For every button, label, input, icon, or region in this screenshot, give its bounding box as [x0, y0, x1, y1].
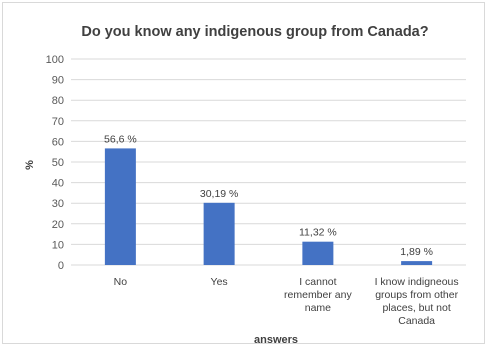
x-category-label-line: Canada [398, 315, 435, 327]
bar [302, 241, 334, 265]
x-category-label-line: Yes [211, 276, 228, 288]
y-tick-label: 30 [52, 198, 64, 210]
y-tick-label: 70 [52, 116, 64, 128]
y-tick-label: 100 [46, 54, 64, 66]
x-category-label-line: I cannot [299, 276, 336, 288]
x-category-label-line: No [114, 276, 128, 288]
data-labels: 56,6 % 30,19 % 11,32 % 1,89 % [104, 133, 433, 258]
bar [401, 261, 433, 265]
bar [104, 148, 136, 265]
x-category-label: No [114, 276, 128, 288]
y-tick-label: 90 [52, 75, 64, 87]
x-axis-label: answers [254, 334, 298, 345]
x-category-label: Yes [211, 276, 228, 288]
x-category-label: I cannot remember any name [284, 276, 352, 314]
chart-frame: Do you know any indigenous group from Ca… [2, 2, 485, 345]
y-tick-label: 50 [52, 157, 64, 169]
y-tick-label: 20 [52, 219, 64, 231]
data-label: 30,19 % [200, 188, 239, 200]
y-tick-label: 10 [52, 239, 64, 251]
x-category-label-line: I know indigneous [375, 276, 459, 288]
chart-title: Do you know any indigenous group from Ca… [81, 24, 428, 40]
y-axis-label: % [24, 160, 36, 170]
x-category-label-line: remember any [284, 289, 352, 301]
data-label: 56,6 % [104, 133, 137, 145]
data-label: 1,89 % [400, 246, 433, 258]
y-tick-label: 0 [58, 260, 64, 272]
bar [203, 202, 235, 265]
y-tick-label: 40 [52, 178, 64, 190]
x-category-label-line: name [305, 302, 331, 314]
data-label: 11,32 % [299, 227, 337, 239]
bars [104, 148, 433, 265]
x-axis-categories: No Yes I cannot remember any name I know indi… [114, 276, 459, 327]
gridlines [71, 58, 466, 266]
y-tick-label: 80 [52, 95, 64, 107]
y-axis-ticks: 0 10 20 30 40 50 60 70 80 90 100 [46, 54, 64, 272]
bar-chart: Do you know any indigenous group from Ca… [24, 24, 466, 345]
x-category-label-line: groups from other [375, 289, 458, 301]
x-category-label: I know indigneous groups from other places… [375, 276, 459, 327]
y-tick-label: 60 [52, 136, 64, 148]
x-category-label-line: places, but not [382, 302, 450, 314]
